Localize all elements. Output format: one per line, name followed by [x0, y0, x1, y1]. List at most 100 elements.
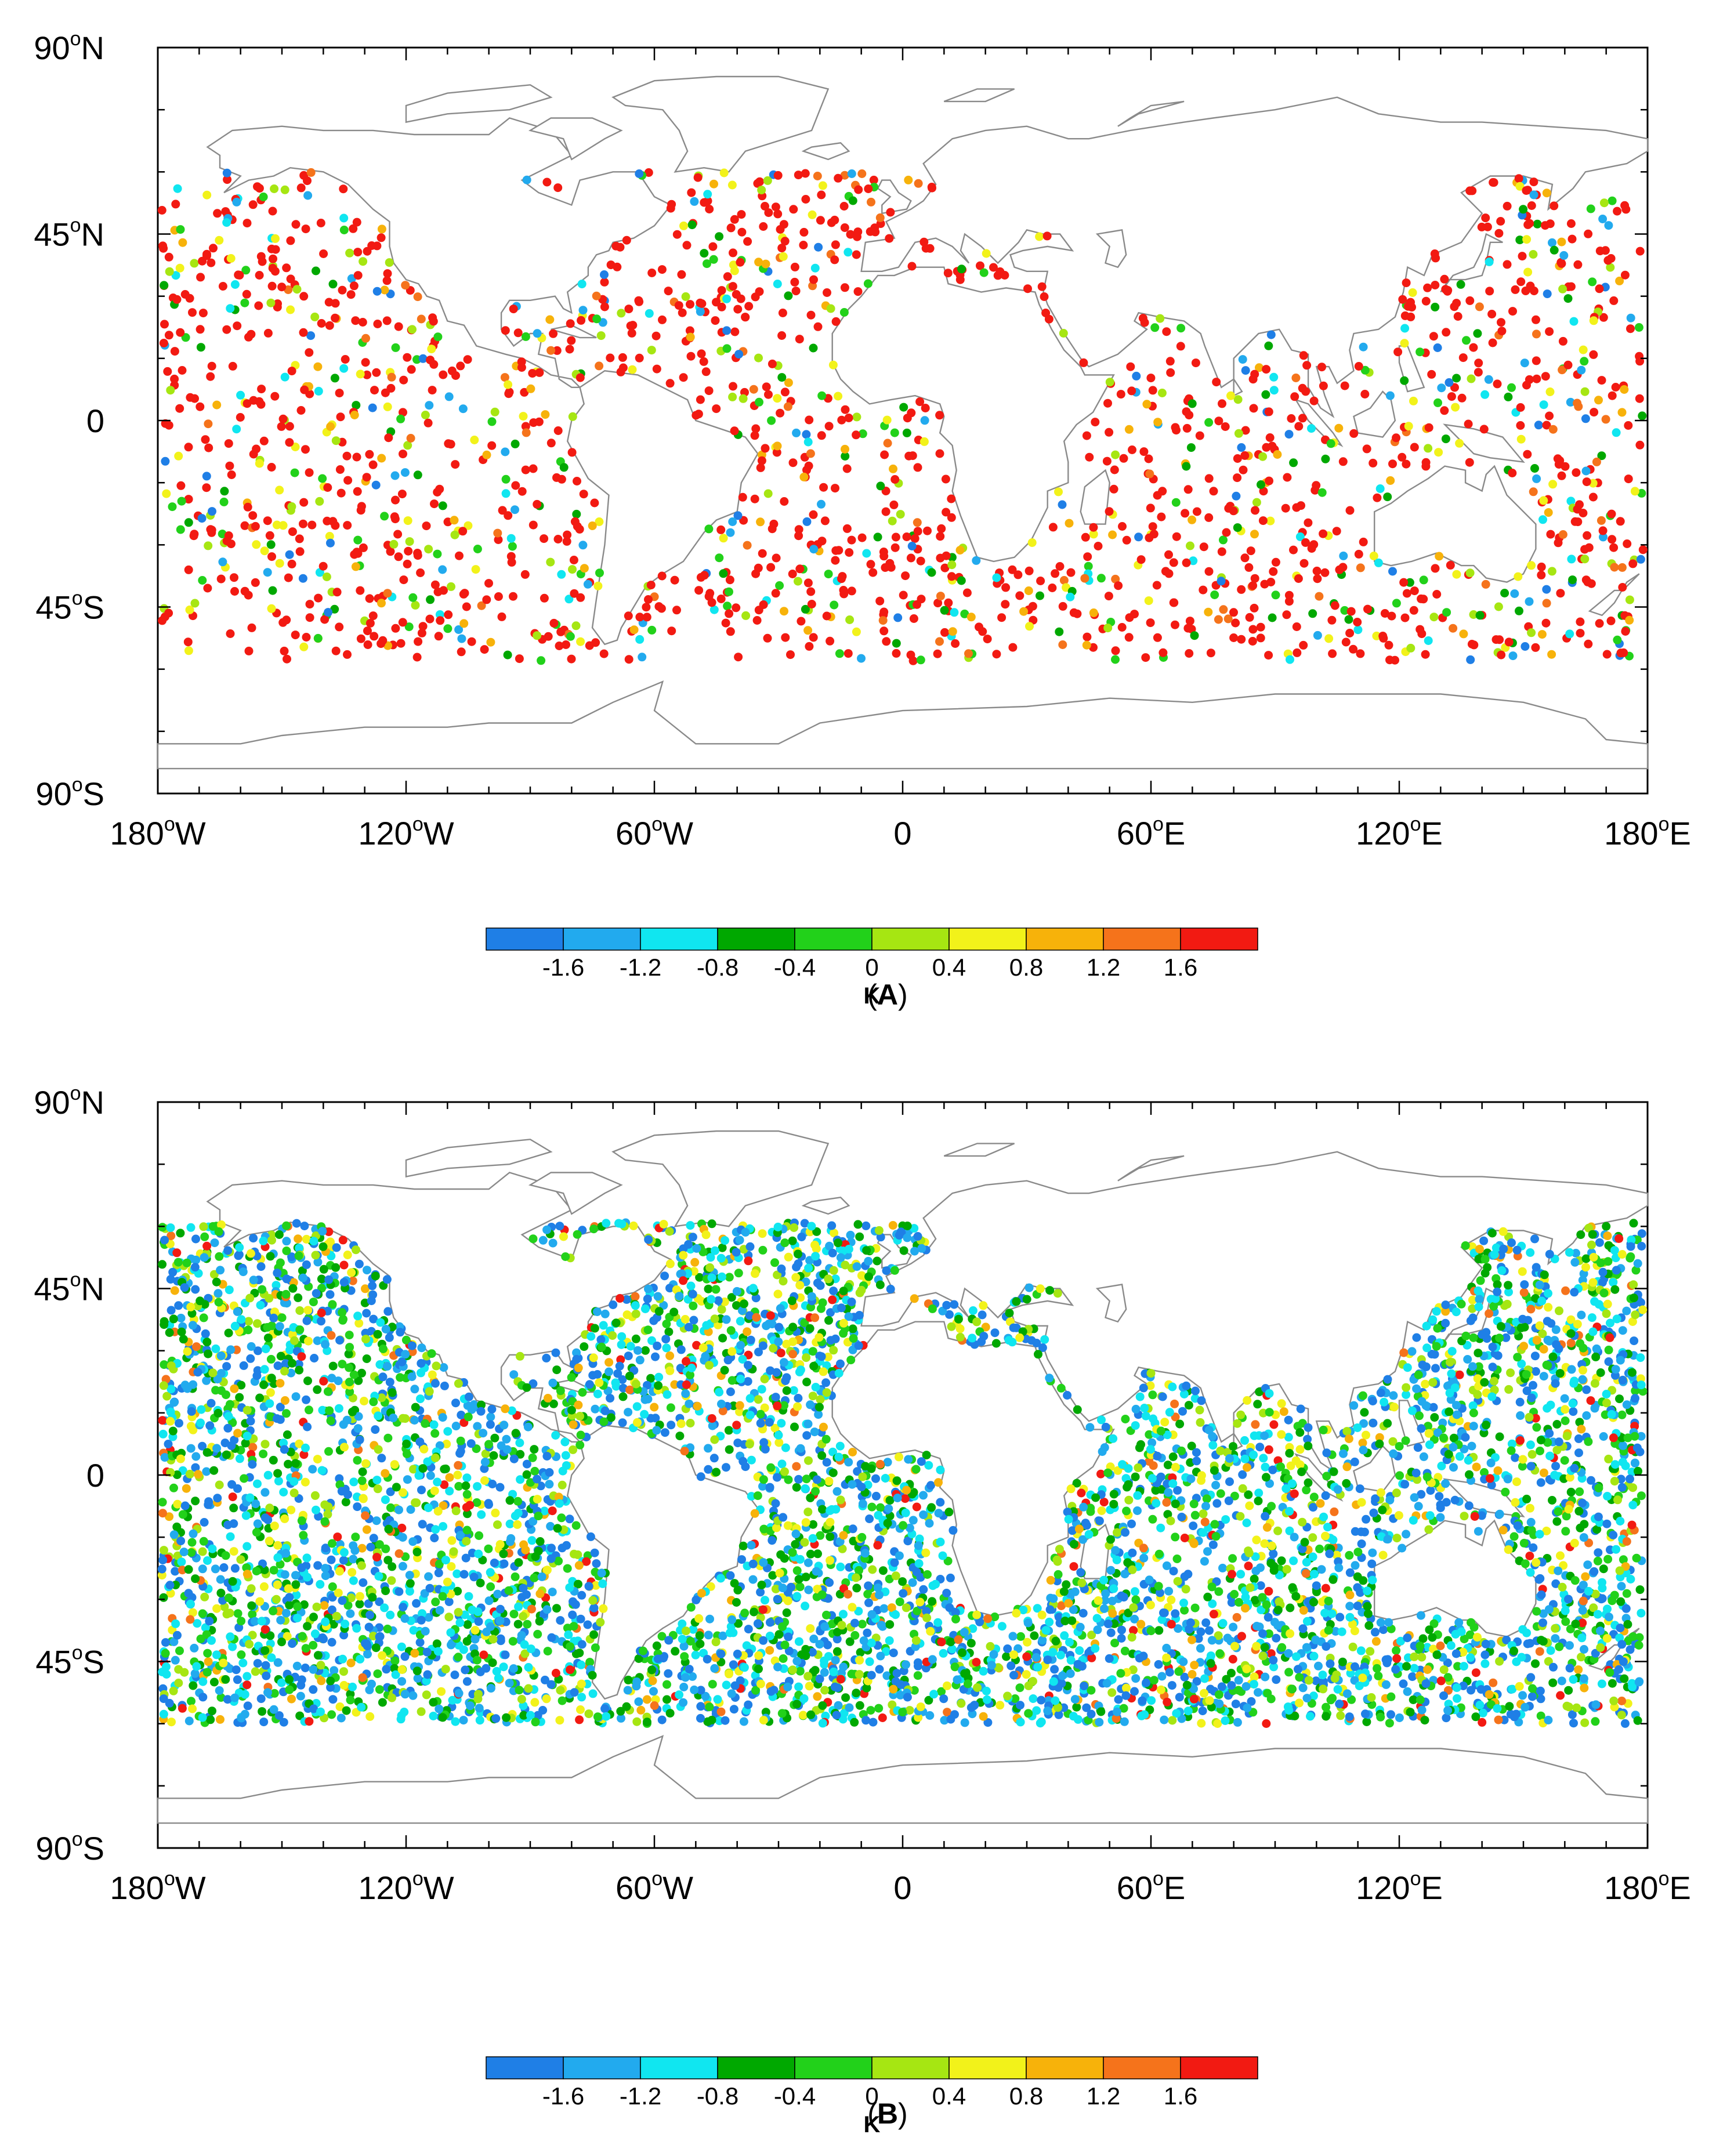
observation-point	[1106, 378, 1114, 386]
observation-point	[1581, 387, 1590, 396]
observation-point	[831, 240, 840, 249]
observation-point	[892, 533, 900, 542]
observation-point	[722, 326, 731, 335]
observation-point	[826, 637, 834, 646]
observation-point	[1293, 622, 1301, 631]
observation-point	[1539, 496, 1548, 505]
observation-point	[335, 622, 343, 631]
observation-point	[340, 226, 349, 234]
observation-point	[819, 182, 827, 190]
observation-point	[197, 343, 205, 352]
observation-point	[1110, 466, 1119, 474]
observation-point	[840, 202, 849, 211]
observation-point	[1217, 577, 1226, 585]
observation-point	[357, 1369, 366, 1378]
observation-point	[235, 1393, 244, 1402]
observation-point	[339, 1556, 348, 1565]
observation-point	[1201, 1517, 1210, 1526]
observation-point	[223, 169, 231, 177]
observation-point	[381, 286, 389, 295]
observation-point	[314, 634, 323, 643]
observation-point	[226, 1632, 234, 1641]
observation-point	[424, 545, 433, 553]
observation-point	[533, 631, 541, 640]
observation-point	[821, 516, 830, 525]
observation-point	[728, 517, 737, 526]
observation-point	[417, 315, 426, 324]
observation-point	[436, 616, 444, 625]
observation-point	[1386, 476, 1395, 485]
observation-point	[321, 1571, 330, 1580]
observation-point	[1292, 503, 1301, 512]
observation-point	[1072, 1703, 1081, 1712]
observation-point	[410, 1385, 419, 1393]
observation-point	[373, 1669, 382, 1678]
observation-point	[831, 484, 839, 492]
observation-point	[1540, 1469, 1548, 1477]
observation-point	[1626, 324, 1635, 333]
observation-point	[914, 179, 923, 188]
observation-point	[1132, 372, 1141, 381]
observation-point	[743, 541, 752, 550]
observation-point	[1400, 376, 1409, 385]
observation-point	[406, 537, 414, 546]
observation-point	[858, 534, 867, 542]
observation-point	[288, 527, 297, 536]
observation-point	[1388, 459, 1397, 468]
observation-point	[368, 404, 377, 412]
observation-point	[844, 649, 853, 658]
observation-point	[1241, 366, 1250, 375]
observation-point	[1459, 629, 1468, 638]
observation-point	[1248, 581, 1257, 590]
observation-point	[381, 389, 390, 397]
observation-point	[1243, 1396, 1251, 1405]
observation-point	[255, 271, 264, 280]
observation-point	[215, 1252, 223, 1261]
observation-point	[840, 308, 849, 317]
observation-point	[1548, 567, 1556, 575]
observation-point	[743, 237, 752, 246]
observation-point	[1210, 1610, 1218, 1618]
observation-point	[1036, 1284, 1045, 1293]
observation-point	[1580, 1719, 1589, 1727]
observation-point	[439, 501, 447, 510]
observation-point	[1631, 487, 1639, 495]
observation-point	[1453, 1694, 1461, 1703]
observation-point	[687, 352, 696, 361]
observation-point	[1217, 1490, 1225, 1498]
observation-point	[1103, 457, 1112, 466]
observation-point	[862, 549, 871, 558]
observation-point	[1618, 583, 1627, 592]
observation-point	[1228, 1554, 1237, 1563]
observation-point	[1429, 332, 1438, 340]
observation-point	[1431, 253, 1440, 262]
observation-point	[1313, 631, 1322, 640]
observation-point	[447, 582, 455, 591]
observation-point	[430, 499, 439, 508]
observation-point	[566, 319, 575, 328]
colorbar-bin	[1026, 928, 1103, 950]
observation-point	[395, 1549, 404, 1558]
observation-point	[580, 564, 589, 572]
observation-point	[301, 1478, 310, 1487]
observation-point	[764, 208, 773, 217]
observation-point	[491, 1509, 499, 1517]
observation-point	[618, 1418, 627, 1427]
observation-point	[1153, 418, 1162, 426]
observation-point	[308, 1465, 317, 1474]
observation-point	[1602, 415, 1610, 423]
observation-point	[188, 308, 197, 317]
observation-point	[335, 389, 344, 397]
observation-point	[1511, 285, 1520, 294]
observation-point	[632, 1335, 640, 1343]
observation-point	[1582, 467, 1591, 476]
observation-point	[980, 269, 989, 277]
observation-point	[1434, 448, 1443, 456]
observation-point	[269, 207, 277, 216]
observation-point	[776, 225, 785, 234]
observation-point	[1308, 609, 1317, 618]
observation-point	[823, 612, 831, 621]
observation-point	[1262, 365, 1270, 374]
observation-point	[335, 1404, 343, 1413]
lat-label: 45oN	[34, 215, 104, 253]
